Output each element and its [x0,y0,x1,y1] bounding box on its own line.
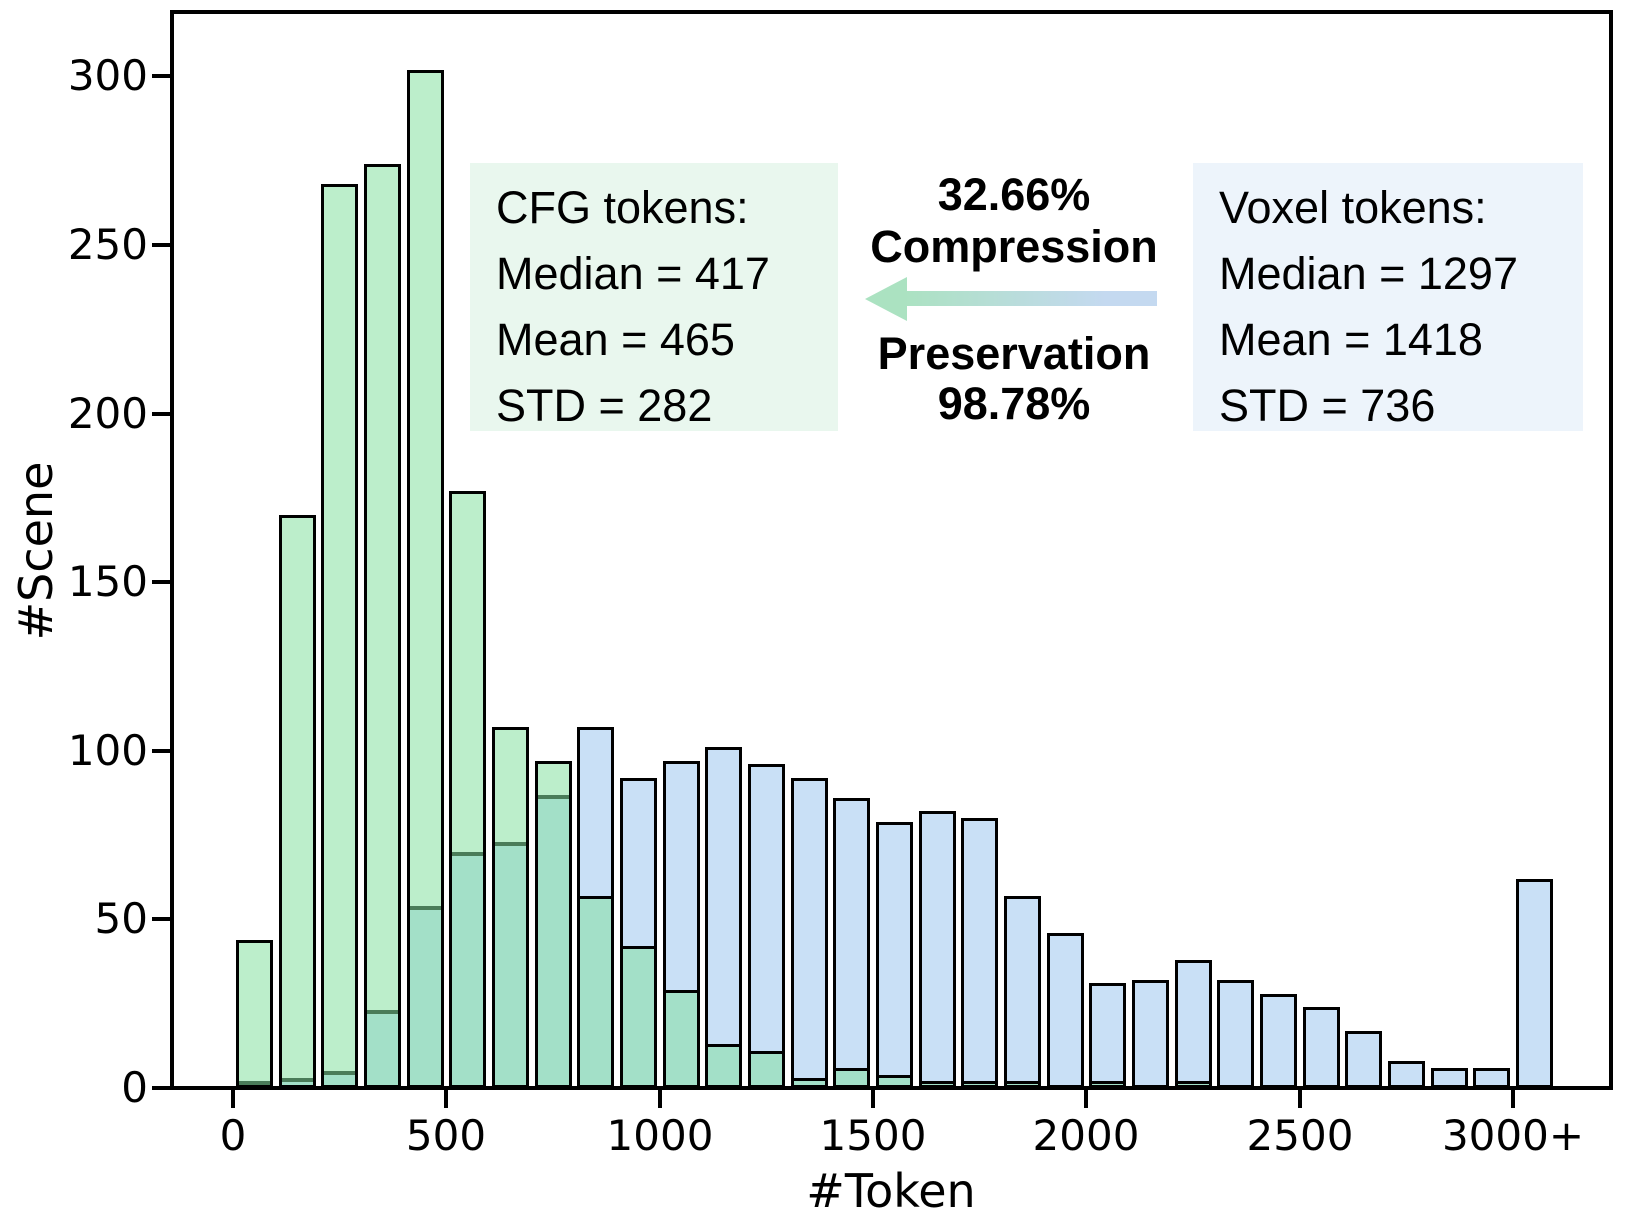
histogram-bar [1132,980,1169,1088]
x-axis-tick-label: 1500 [819,1111,927,1160]
voxel-stats-box: Voxel tokens: Median = 1297 Mean = 1418 … [1193,163,1583,431]
histogram-bar [577,727,614,1088]
cfg-stats-title: CFG tokens: [496,182,749,233]
histogram-bar [876,822,913,1088]
y-axis-tick-label: 200 [67,389,148,438]
histogram-bar [833,798,870,1088]
histogram-overlap-segment [324,1071,355,1085]
x-axis-tick-label: 2000 [1032,1111,1140,1160]
x-axis-tick-label: 1000 [606,1111,714,1160]
compression-arrow-head-icon [865,277,907,321]
histogram-overlap-segment [367,1010,398,1085]
histogram-overlap-segment [239,1081,270,1085]
x-axis-tick [444,1090,448,1108]
histogram-bar [1431,1068,1468,1088]
histogram-bar [407,70,444,1088]
compression-percentage: 32.66% [937,169,1091,220]
histogram-bar [663,761,700,1088]
histogram-bar [1473,1068,1510,1088]
histogram-overlap-segment [964,1081,995,1085]
histogram-overlap-segment [623,946,654,1085]
histogram-bar [791,778,828,1088]
histogram-overlap-segment [836,1068,867,1085]
y-axis-tick [152,412,170,416]
histogram-bar [620,778,657,1088]
cfg-stats-median: Median = 417 [496,248,770,299]
y-axis-tick-label: 150 [67,557,148,606]
histogram-bar [961,818,998,1088]
histogram-bar [1388,1061,1425,1088]
y-axis-tick [152,749,170,753]
x-axis-tick [1298,1090,1302,1108]
x-axis-title: #Token [806,1164,976,1218]
histogram-bar [279,515,316,1088]
y-axis-tick [152,74,170,78]
y-axis-tick-label: 50 [94,894,148,943]
histogram-overlap-segment [794,1078,825,1085]
histogram-bar [1175,960,1212,1088]
x-axis-tick-label: 3000+ [1441,1111,1585,1160]
histogram-bar [535,761,572,1088]
histogram-bar [1004,896,1041,1088]
compression-label: Compression [870,221,1158,272]
histogram-bar [1516,879,1553,1088]
x-axis-tick [1084,1090,1088,1108]
preservation-label: Preservation [877,328,1151,379]
histogram-overlap-segment [751,1051,782,1085]
compression-arrow-body [903,291,1157,306]
histogram-bar [492,727,529,1088]
y-axis-tick-label: 100 [67,726,148,775]
voxel-stats-title: Voxel tokens: [1219,182,1487,233]
histogram-overlap-segment [879,1075,910,1085]
y-axis-tick-label: 250 [67,220,148,269]
histogram-bar [1303,1007,1340,1088]
y-axis-tick [152,243,170,247]
x-axis-tick [871,1090,875,1108]
cfg-stats-std: STD = 282 [496,380,713,431]
y-axis-tick [152,917,170,921]
histogram-overlap-segment [495,842,526,1085]
histogram-overlap-segment [580,896,611,1085]
x-axis-tick-label: 500 [405,1111,487,1160]
y-axis-title: #Scene [9,461,63,641]
x-axis-tick-label: 2500 [1246,1111,1354,1160]
histogram-bar [321,184,358,1088]
histogram-bar [1260,994,1297,1088]
histogram-bar [1089,983,1126,1088]
y-axis-tick [152,1086,170,1090]
y-axis-tick [152,580,170,584]
histogram-overlap-segment [1007,1081,1038,1085]
preservation-percentage: 98.78% [937,378,1091,429]
histogram-bar [1047,933,1084,1088]
x-axis-tick [1511,1090,1515,1108]
histogram-overlap-segment [666,990,697,1085]
histogram-overlap-segment [282,1078,313,1085]
voxel-stats-std: STD = 736 [1219,380,1436,431]
histogram-bar [236,940,273,1088]
y-axis-tick-label: 300 [67,51,148,100]
histogram-bar [1217,980,1254,1088]
x-axis-tick [231,1090,235,1108]
x-axis-tick [658,1090,662,1108]
histogram-bar [364,164,401,1088]
cfg-stats-mean: Mean = 465 [496,314,735,365]
y-axis-tick-label: 0 [121,1063,148,1112]
histogram-overlap-segment [1178,1081,1209,1085]
histogram-bar [449,491,486,1088]
cfg-stats-box: CFG tokens: Median = 417 Mean = 465 STD … [470,163,838,431]
histogram-overlap-segment [452,852,483,1085]
voxel-stats-median: Median = 1297 [1219,248,1518,299]
histogram-overlap-segment [922,1081,953,1085]
histogram-overlap-segment [708,1044,739,1085]
histogram-overlap-segment [538,795,569,1085]
histogram-bar [705,747,742,1088]
histogram-bar [748,764,785,1088]
histogram-bar [1345,1031,1382,1088]
histogram-overlap-segment [410,906,441,1085]
histogram-overlap-segment [1092,1081,1123,1085]
x-axis-tick-label: 0 [219,1111,247,1160]
histogram-bar [919,811,956,1088]
voxel-stats-mean: Mean = 1418 [1219,314,1483,365]
